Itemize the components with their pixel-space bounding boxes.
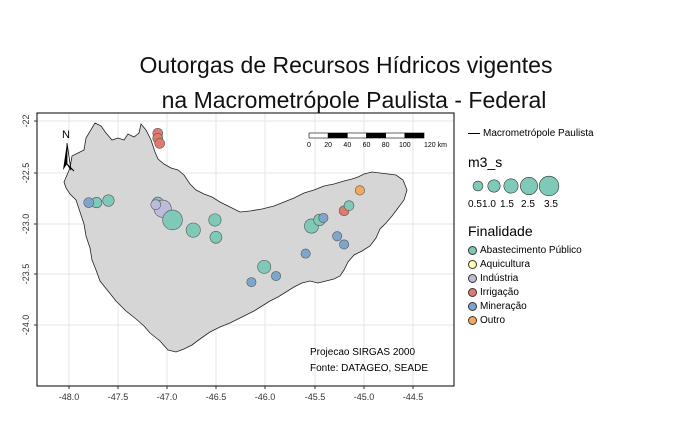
category-legend-item: Aquicultura [468,258,530,271]
size-label: 2.5 [521,199,535,210]
category-swatch-icon [468,302,477,311]
category-label: Outro [480,315,506,326]
x-tick-label: -45.0 [354,392,375,402]
outorga-point [354,185,365,196]
y-tick-label: -23.0 [21,214,31,235]
outorga-point [208,213,222,227]
category-swatch-icon [468,316,477,325]
size-legend-circle [538,175,560,197]
outorga-point [300,248,311,259]
scale-bar-segment [308,132,329,139]
scale-bar: 0 20 40 60 80 100 120 km [307,132,447,149]
size-legend-circle [487,179,501,193]
outorga-point [185,222,201,238]
size-label: 1.5 [500,199,514,210]
category-swatch-icon [468,274,477,283]
category-swatch-icon [468,246,477,255]
outorga-point [271,271,282,281]
outorga-point [150,199,162,210]
scale-bar-label: 100 [399,142,411,149]
category-legend-item: Indústria [468,272,518,285]
size-legend-symbols [472,175,560,197]
source-note: Fonte: DATAGEO, SEADE [310,363,428,374]
scale-bar-segment [366,132,386,139]
category-legend-item: Outro [468,314,505,327]
size-legend-circle [472,180,484,192]
scale-bar-segment [347,132,367,139]
scale-bar-label: 40 [343,142,351,149]
scale-bar-segment [327,132,348,139]
size-legend-labels: 0.5 1.0 1.5 2.5 3.5 [468,199,562,210]
size-label: 1.0 [482,199,496,210]
scale-bar-label: 120 km [424,142,447,149]
category-swatch-icon [468,260,477,269]
category-legend-title: Finalidade [468,223,533,239]
boundary-line-icon [468,133,480,134]
y-tick-label: -22.5 [21,163,31,184]
size-legend-circle [503,178,519,194]
x-tick-label: -46.0 [255,392,276,402]
scale-bar-label: 80 [382,142,390,149]
legend-boundary-item: Macrometrópole Paulista [468,128,594,139]
outorga-point [209,230,223,244]
x-tick-label: -48.0 [59,392,80,402]
category-legend-item: Irrigação [468,286,519,299]
scale-bar-label: 0 [307,142,311,149]
outorga-point [154,138,165,149]
y-tick-label: -22 [21,114,31,127]
category-swatch-icon [468,288,477,297]
scale-bar-segment [385,132,406,139]
category-label: Irrigação [480,287,519,298]
x-tick-label: -46.5 [206,392,227,402]
size-label: 0.5 [468,199,482,210]
size-legend-title: m3_s [468,154,503,170]
y-tick-label: -24.0 [21,315,31,336]
north-label: N [62,129,70,141]
outorga-point [246,277,257,288]
category-label: Indústria [480,273,519,284]
category-label: Aquicultura [480,259,531,270]
size-label: 3.5 [544,199,558,210]
outorga-point [257,259,272,274]
scale-bar-label: 60 [363,142,371,149]
category-label: Abastecimento Público [480,245,582,256]
outorga-point [339,239,350,250]
axis-ticks: -48.0 -47.5 -47.0 -46.5 -46.0 -45.5 -45.0 -44.5… [21,114,423,402]
x-tick-label: -44.5 [403,392,424,402]
category-label: Mineração [480,301,527,312]
outorga-point [102,194,115,207]
macrometropole-region [63,122,408,353]
outorga-point [83,197,94,208]
projection-note: Projecao SIRGAS 2000 [310,347,415,358]
category-legend-item: Abastecimento Público [468,244,582,257]
outorga-points [83,127,365,288]
scale-bar-segment [404,132,425,139]
map-title-line-1: Outorgas de Recursos Hídricos vigentes [139,52,553,78]
outorga-point [343,200,355,211]
size-legend-circle [520,177,538,195]
category-legend-item: Mineração [468,300,527,313]
outorga-point [318,212,329,223]
outorga-point [332,231,343,242]
y-tick-label: -23.5 [21,264,31,285]
x-tick-label: -45.5 [305,392,326,402]
x-tick-label: -47.0 [157,392,178,402]
x-tick-label: -47.5 [108,392,129,402]
north-arrow: N [62,129,75,172]
scale-bar-label: 20 [324,142,332,149]
map-frame [36,112,455,387]
map-title-line-2: na Macrometrópole Paulista - Federal [161,87,547,113]
outorga-point [162,209,183,231]
boundary-label: Macrometrópole Paulista [483,128,594,139]
